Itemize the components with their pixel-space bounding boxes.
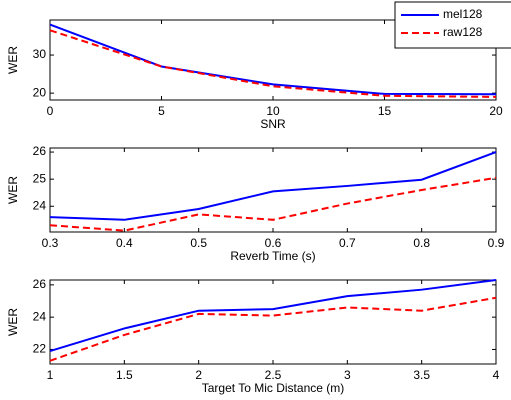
axes-box xyxy=(49,279,497,365)
axes-box xyxy=(49,147,497,233)
x-tick-label: 0.5 xyxy=(190,236,207,250)
y-tick-label: 20 xyxy=(33,85,47,99)
legend-box xyxy=(394,1,511,49)
legend-label: mel128 xyxy=(443,7,483,21)
x-tick-label: 3.5 xyxy=(413,368,430,382)
x-tick-label: 5 xyxy=(158,104,165,118)
y-tick-label: 30 xyxy=(33,47,47,61)
y-tick-label: 25 xyxy=(33,171,47,185)
x-tick-label: 4 xyxy=(493,368,500,382)
series-line xyxy=(49,279,497,353)
series-line xyxy=(49,29,497,98)
y-axis-label: WER xyxy=(6,308,20,336)
x-tick-label: 1 xyxy=(47,368,54,382)
x-tick-label: 2 xyxy=(195,368,202,382)
y-tick-label: 22 xyxy=(33,342,47,356)
y-tick-label: 26 xyxy=(33,277,47,291)
series-line xyxy=(49,176,497,232)
x-tick-label: 15 xyxy=(378,104,392,118)
x-tick-label: 20 xyxy=(489,104,503,118)
series-line xyxy=(49,151,497,221)
x-tick-label: 0.3 xyxy=(42,236,59,250)
y-tick-label: 26 xyxy=(33,144,47,158)
x-tick-label: 0.6 xyxy=(265,236,282,250)
series-line xyxy=(49,296,497,362)
x-axis-label: Target To Mic Distance (m) xyxy=(202,381,344,395)
x-tick-label: 0.8 xyxy=(413,236,430,250)
x-tick-label: 0.7 xyxy=(339,236,356,250)
x-tick-label: 2.5 xyxy=(265,368,282,382)
y-axis-label: WER xyxy=(6,46,20,74)
x-tick-label: 0 xyxy=(47,104,54,118)
y-tick-label: 24 xyxy=(33,198,47,212)
x-tick-label: 10 xyxy=(266,104,280,118)
y-tick-label: 24 xyxy=(33,309,47,323)
x-axis-label: SNR xyxy=(260,117,286,131)
legend-label: raw128 xyxy=(443,25,483,39)
x-tick-label: 1.5 xyxy=(116,368,133,382)
x-axis-label: Reverb Time (s) xyxy=(230,249,315,263)
series-line xyxy=(49,23,497,96)
x-tick-label: 0.4 xyxy=(116,236,133,250)
x-tick-label: 3 xyxy=(344,368,351,382)
x-tick-label: 0.9 xyxy=(488,236,505,250)
y-axis-label: WER xyxy=(6,176,20,204)
